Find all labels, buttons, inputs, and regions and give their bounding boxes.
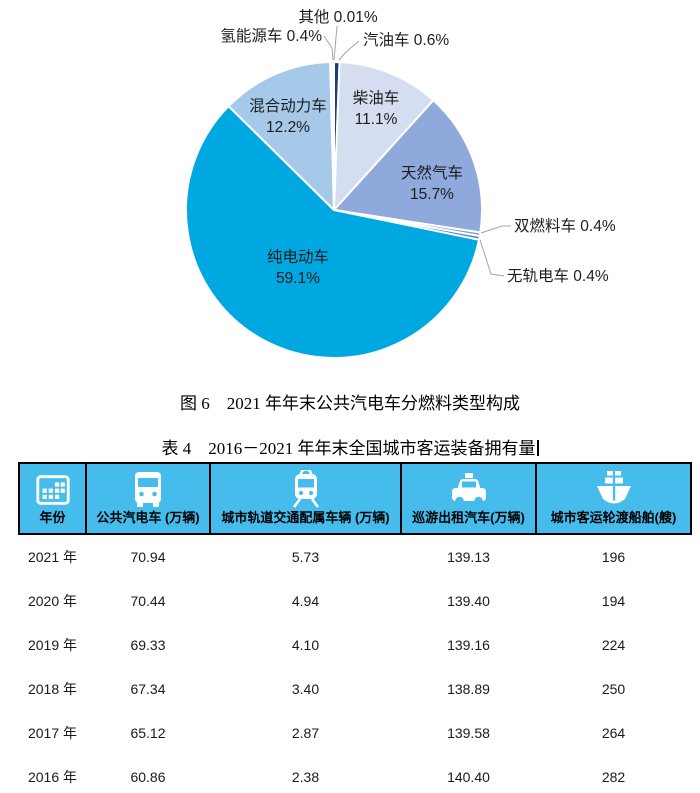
pie-slices-group	[185, 60, 483, 359]
slice-value-diesel: 11.1%	[355, 111, 398, 128]
table-cell: 60.86	[86, 754, 210, 793]
table-cell: 2.38	[210, 754, 401, 793]
pie-slice-纯电动车	[185, 105, 480, 359]
table-cell: 65.12	[130, 724, 166, 741]
table-cell: 2020 年	[27, 592, 78, 609]
table-row: 2016 年 60.86 2.38 140.40 282	[19, 754, 691, 793]
table-title-text: 表 4 2016－2021 年年末全国城市客运装备拥有量	[161, 439, 536, 458]
slice-value-naturalgas: 15.7%	[410, 186, 454, 203]
pie-slice-柴油车	[333, 61, 435, 211]
table-cell: 140.40	[401, 754, 536, 793]
column-label: 巡游出租汽车(万辆)	[412, 510, 525, 525]
table-cell: 2019 年	[27, 636, 78, 653]
pie-chart: 其他 0.01% 氢能源车 0.4% 汽油车 0.6% 双燃料车 0.4% 无轨…	[185, 8, 616, 359]
header-cell-bus: 公共汽电车 (万辆)	[85, 462, 211, 535]
table-cell: 4.94	[291, 592, 320, 609]
slice-label-hydrogen: 氢能源车 0.4%	[220, 27, 322, 45]
table-cell: 139.58	[447, 724, 490, 741]
table-row: 2019 年 69.33 4.10 139.16 224	[19, 623, 691, 667]
table-cell: 139.13	[447, 548, 490, 565]
leader-line-gasoline	[338, 40, 360, 61]
table-cell: 138.89	[447, 680, 490, 697]
table-cell: 139.16	[447, 636, 490, 653]
text-cursor	[536, 440, 539, 456]
table-cell: 194	[601, 592, 626, 609]
slice-value-electric: 59.1%	[276, 270, 320, 287]
header-cell-metro: 城市轨道交通配属车辆 (万辆)	[209, 462, 402, 535]
table-cell: 282	[536, 754, 691, 793]
table-cell: 2.87	[291, 724, 320, 741]
table-cell: 5.73	[291, 548, 320, 565]
table-row: 2020 年 70.44 4.94 139.40 194	[19, 579, 691, 623]
pie-figure: 其他 0.01% 氢能源车 0.4% 汽油车 0.6% 双燃料车 0.4% 无轨…	[0, 0, 700, 380]
taxi-icon	[403, 469, 534, 511]
table-cell: 2018 年	[27, 680, 78, 697]
slice-label-naturalgas: 天然气车	[401, 164, 463, 182]
table-cell: 139.40	[447, 592, 490, 609]
leader-line-trolleybus	[479, 239, 505, 277]
table-cell: 196	[601, 548, 626, 565]
table-cell: 4.10	[291, 636, 320, 653]
equipment-table: 年份 公共汽电车 (万辆)	[18, 462, 692, 793]
column-label: 城市客运轮渡船舶(艘)	[550, 510, 677, 525]
column-label: 公共汽电车 (万辆)	[96, 510, 200, 525]
leader-line-other	[333, 25, 338, 61]
calendar-icon	[21, 469, 84, 511]
table-cell: 70.44	[130, 592, 166, 609]
table-row: 2021 年 70.94 5.73 139.13 196	[19, 534, 691, 579]
pie-slice-混合动力车	[227, 61, 335, 211]
table-cell: 224	[601, 636, 626, 653]
ship-icon	[538, 469, 689, 511]
table-cell: 250	[601, 680, 626, 697]
table-header-row: 年份 公共汽电车 (万辆)	[18, 462, 692, 535]
table-cell: 264	[601, 724, 626, 741]
slice-label-electric: 纯电动车	[267, 248, 329, 266]
table-row: 2017 年 65.12 2.87 139.58 264	[19, 711, 691, 755]
table-cell: 70.94	[130, 548, 166, 565]
table-cell: 2016 年	[19, 754, 86, 793]
slice-label-diesel: 柴油车	[353, 89, 400, 107]
slice-value-hybrid: 12.2%	[266, 119, 310, 136]
table-cell: 69.33	[130, 636, 166, 653]
slice-label-other: 其他 0.01%	[298, 8, 377, 26]
pie-slice-天然气车	[333, 99, 483, 234]
header-cell-taxi: 巡游出租汽车(万辆)	[400, 462, 537, 535]
table-title[interactable]: 表 4 2016－2021 年年末全国城市客运装备拥有量	[0, 434, 700, 459]
header-cell-ferry: 城市客运轮渡船舶(艘)	[535, 462, 692, 535]
leader-line-dualfuel	[480, 225, 511, 234]
slice-label-dualfuel: 双燃料车 0.4%	[514, 217, 616, 235]
table-cell: 67.34	[130, 680, 166, 697]
header-cell-year: 年份	[18, 462, 87, 535]
bus-icon	[88, 469, 208, 511]
column-label: 年份	[39, 510, 66, 525]
metro-icon	[212, 469, 399, 511]
slice-label-gasoline: 汽油车 0.6%	[363, 31, 449, 49]
table-row: 2018 年 67.34 3.40 138.89 250	[19, 667, 691, 711]
table-cell: 2021 年	[27, 548, 78, 565]
leader-line-hydrogen	[323, 35, 334, 61]
slice-label-hybrid: 混合动力车	[249, 97, 327, 115]
slice-label-trolleybus: 无轨电车 0.4%	[507, 267, 609, 285]
table-cell: 3.40	[291, 680, 320, 697]
table-cell: 2017 年	[27, 724, 78, 741]
figure-caption: 图 6 2021 年年末公共汽电车分燃料类型构成	[180, 394, 520, 413]
column-label: 城市轨道交通配属车辆 (万辆)	[221, 510, 390, 525]
